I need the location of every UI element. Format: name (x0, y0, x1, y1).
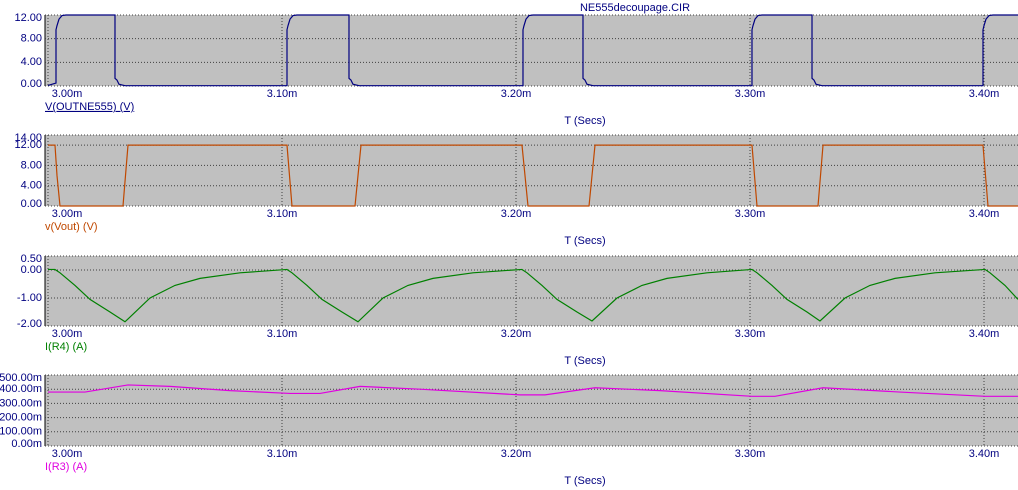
legend-label: V(OUTNE555) (V) (45, 101, 134, 113)
y-tick-label: 12.00 (14, 12, 42, 24)
y-tick-label: 0.50 (21, 253, 42, 265)
y-tick-label: 12.00 (14, 139, 42, 151)
y-tick-label: 4.00 (21, 180, 42, 192)
x-tick-label: 3.40m (969, 328, 1000, 340)
x-tick-label: 3.40m (969, 448, 1000, 460)
x-tick-label: 3.30m (735, 88, 766, 100)
x-axis-label: T (Secs) (564, 115, 605, 127)
x-tick-label: 3.00m (52, 448, 83, 460)
series-line (47, 14, 1018, 87)
plot-area (45, 15, 1018, 86)
x-tick-label: 3.10m (267, 88, 298, 100)
x-tick-label: 3.00m (52, 88, 83, 100)
y-tick-label: 0.00m (11, 438, 42, 450)
y-tick-label: 14.00 (14, 132, 42, 144)
plot-area (45, 375, 1018, 446)
y-tick-label: 200.00m (0, 412, 42, 424)
y-tick-label: 0.00 (21, 198, 42, 210)
legend-label: I(R3) (A) (45, 461, 87, 473)
y-tick-label: 0.00 (21, 78, 42, 90)
x-axis-label: T (Secs) (564, 475, 605, 487)
x-tick-label: 3.10m (267, 328, 298, 340)
x-tick-label: 3.10m (267, 208, 298, 220)
plot-area (45, 256, 1018, 326)
x-tick-label: 3.20m (501, 328, 532, 340)
y-tick-label: 300.00m (0, 397, 42, 409)
chart-title: NE555decoupage.CIR (580, 2, 690, 14)
y-tick-label: -1.00 (17, 292, 42, 304)
plot-area (45, 135, 1018, 206)
y-tick-label: 500.00m (0, 372, 42, 384)
x-tick-label: 3.40m (969, 208, 1000, 220)
y-tick-label: -2.00 (17, 318, 42, 330)
x-tick-label: 3.20m (501, 88, 532, 100)
series-line (48, 268, 1018, 323)
x-tick-label: 3.20m (501, 208, 532, 220)
y-tick-label: 8.00 (21, 159, 42, 171)
y-tick-label: 100.00m (0, 426, 42, 438)
x-tick-label: 3.10m (267, 448, 298, 460)
x-tick-label: 3.20m (501, 448, 532, 460)
series-line (48, 384, 1018, 397)
x-axis-label: T (Secs) (564, 235, 605, 247)
y-tick-label: 8.00 (21, 33, 42, 45)
x-axis-label: T (Secs) (564, 355, 605, 367)
y-tick-label: 4.00 (21, 56, 42, 68)
legend-label: v(Vout) (V) (45, 221, 98, 233)
y-tick-label: 0.00 (21, 264, 42, 276)
x-tick-label: 3.00m (52, 208, 83, 220)
legend-label: I(R4) (A) (45, 341, 87, 353)
y-tick-label: 400.00m (0, 383, 42, 395)
x-tick-label: 3.30m (735, 328, 766, 340)
series-line (48, 144, 1018, 207)
x-tick-label: 3.30m (735, 208, 766, 220)
x-tick-label: 3.40m (969, 88, 1000, 100)
x-tick-label: 3.00m (52, 328, 83, 340)
x-tick-label: 3.30m (735, 448, 766, 460)
